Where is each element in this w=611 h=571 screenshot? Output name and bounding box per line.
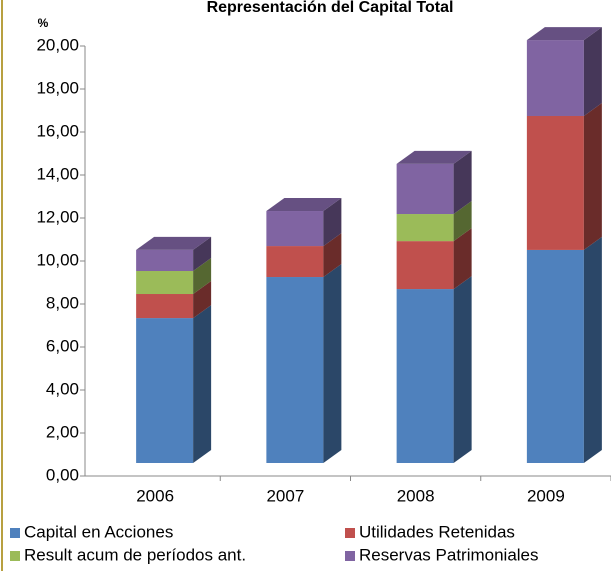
- y-tick-label: 18,00: [36, 78, 79, 97]
- chart-title: Representación del Capital Total: [207, 0, 454, 16]
- y-tick-label: 8,00: [46, 293, 79, 312]
- x-tick-label: 2008: [397, 486, 435, 505]
- legend-swatch: [345, 551, 355, 561]
- legend-label: Reservas Patrimoniales: [359, 545, 539, 564]
- y-tick-label: 16,00: [36, 121, 79, 140]
- bar-segment: [136, 249, 194, 272]
- bar-segment: [136, 294, 194, 319]
- bar-side: [193, 281, 212, 319]
- bar-side: [583, 236, 602, 463]
- bar-side: [193, 305, 212, 463]
- bar-segment: [266, 211, 324, 247]
- bar-top: [266, 198, 342, 212]
- x-tick-label: 2006: [136, 486, 174, 505]
- bar-top: [526, 27, 602, 41]
- y-tick-label: 14,00: [36, 164, 79, 183]
- bar-segment: [136, 318, 194, 463]
- bar-side: [453, 150, 472, 215]
- bar-segment: [396, 163, 454, 215]
- bar-side: [323, 264, 342, 463]
- bar-segment: [396, 289, 454, 463]
- bar-side: [453, 276, 472, 463]
- legend-swatch: [345, 528, 355, 538]
- bar-top: [396, 150, 472, 164]
- bar-top: [136, 236, 212, 250]
- bar-side: [193, 258, 212, 295]
- bar-side: [323, 198, 342, 247]
- bar-side: [453, 201, 472, 242]
- legend-label: Utilidades Retenidas: [359, 522, 515, 541]
- legend-label: Capital en Acciones: [24, 522, 173, 541]
- bar-side: [583, 102, 602, 250]
- y-tick-label: 6,00: [46, 336, 79, 355]
- y-tick-label: 12,00: [36, 207, 79, 226]
- bar-segment: [526, 40, 584, 116]
- bar-segment: [266, 277, 324, 463]
- bar-segment: [396, 241, 454, 290]
- bar-segment: [266, 246, 324, 278]
- bar-side: [193, 236, 212, 272]
- legend-swatch: [10, 528, 20, 538]
- bar-side: [453, 228, 472, 290]
- bar-segment: [396, 214, 454, 242]
- y-tick-label: 2,00: [46, 422, 79, 441]
- bar-segment: [526, 249, 584, 463]
- bar-segment: [136, 271, 194, 295]
- y-tick-label: 10,00: [36, 250, 79, 269]
- bar-side: [583, 27, 602, 116]
- y-axis-label: %: [38, 16, 49, 30]
- bar-segment: [526, 115, 584, 250]
- x-tick-label: 2007: [266, 486, 304, 505]
- y-tick-label: 0,00: [46, 465, 79, 484]
- y-tick-label: 4,00: [46, 379, 79, 398]
- legend-swatch: [10, 551, 20, 561]
- bar-side: [323, 233, 342, 278]
- y-tick-label: 20,00: [36, 35, 79, 54]
- legend-label: Result acum de períodos ant.: [24, 545, 246, 564]
- x-tick-label: 2009: [527, 486, 565, 505]
